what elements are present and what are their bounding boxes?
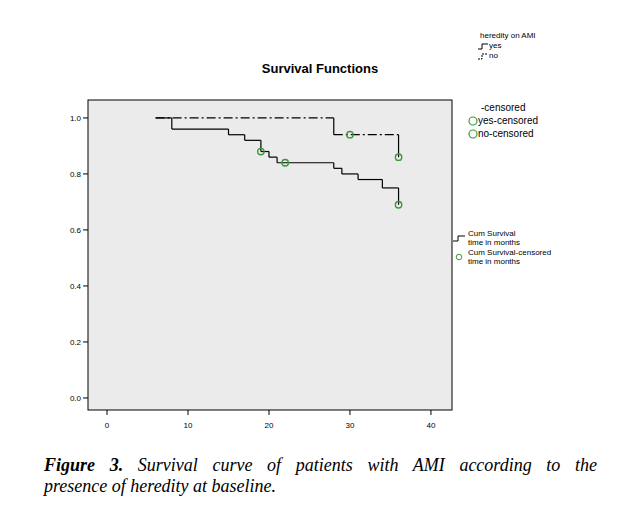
caption-line: presence of heredity at baseline. <box>44 476 597 497</box>
legend-symbol <box>456 254 462 260</box>
title: Survival Functions <box>262 61 378 76</box>
legend-label: no-censored <box>478 128 534 139</box>
y-tick-label: 0.0 <box>70 394 82 403</box>
survival-step <box>156 117 334 118</box>
survival-drop <box>171 118 172 129</box>
survival-step <box>245 140 261 141</box>
legend-title: heredity on AMI <box>480 31 536 40</box>
survival-drop <box>333 118 334 135</box>
legend-label: no <box>489 51 498 60</box>
survival-step <box>358 179 382 180</box>
caption-text: presence of heredity at baseline. <box>44 476 276 496</box>
y-tick-label: 0.4 <box>70 282 82 291</box>
legend-symbol <box>469 117 477 125</box>
censor-mark <box>395 202 401 208</box>
survival-step <box>269 157 277 158</box>
censor-mark <box>347 132 353 138</box>
x-tick-label: 20 <box>265 421 274 430</box>
censor-mark <box>282 160 288 166</box>
legend-label: yes-censored <box>478 115 538 126</box>
x-tick <box>188 410 189 415</box>
caption-label: Figure 3. <box>44 455 123 475</box>
legend-label: -censored <box>481 102 525 113</box>
survival-drop <box>357 174 358 180</box>
survival-step <box>172 129 229 130</box>
legend-label: time in months <box>468 257 520 266</box>
y-tick <box>83 341 88 342</box>
survival-drop <box>276 157 277 163</box>
survival-step <box>334 168 342 169</box>
survival-drop <box>341 168 342 174</box>
survival-step <box>228 134 244 135</box>
x-tick-label: 40 <box>426 421 435 430</box>
x-tick <box>349 410 350 415</box>
survival-drop <box>382 180 383 188</box>
survival-drop <box>268 152 269 158</box>
legend-label: time in months <box>468 238 520 247</box>
survival-drop <box>260 140 261 151</box>
legend-symbol <box>469 130 477 138</box>
x-tick <box>430 410 431 415</box>
legend-label: yes <box>489 41 501 50</box>
legend-symbol <box>478 44 488 49</box>
x-tick <box>268 410 269 415</box>
censor-mark <box>258 148 264 154</box>
x-tick-label: 0 <box>105 421 110 430</box>
y-tick <box>83 173 88 174</box>
survival-step <box>261 151 269 152</box>
x-tick-label: 30 <box>346 421 355 430</box>
y-tick-label: 0.6 <box>70 226 82 235</box>
survival-step <box>277 162 334 163</box>
y-tick <box>83 285 88 286</box>
caption: Figure 3. Survival curve of patients wit… <box>44 455 597 497</box>
legend-symbol <box>453 236 465 241</box>
y-tick-label: 1.0 <box>70 114 82 123</box>
x-tick <box>107 410 108 415</box>
legend-symbol <box>478 54 488 59</box>
legend-label: Cum Survival-censored <box>468 248 551 257</box>
caption-text: Survival curve of patients with AMI acco… <box>138 455 597 475</box>
survival-step <box>334 134 399 135</box>
survival-drop <box>333 163 334 169</box>
plot-background <box>88 100 452 410</box>
y-tick <box>83 397 88 398</box>
censor-mark <box>395 154 401 160</box>
survival-drop <box>244 135 245 141</box>
plot-frame <box>88 100 452 410</box>
survival-step <box>382 187 398 188</box>
survival-drop <box>228 129 229 135</box>
legend-label: Cum Survival <box>468 229 516 238</box>
survival-step <box>342 173 358 174</box>
x-tick-label: 10 <box>184 421 193 430</box>
y-tick <box>83 229 88 230</box>
caption-line: Figure 3. Survival curve of patients wit… <box>44 455 597 476</box>
y-tick-label: 0.2 <box>70 338 82 347</box>
y-tick-label: 0.8 <box>70 170 82 179</box>
y-tick <box>83 117 88 118</box>
